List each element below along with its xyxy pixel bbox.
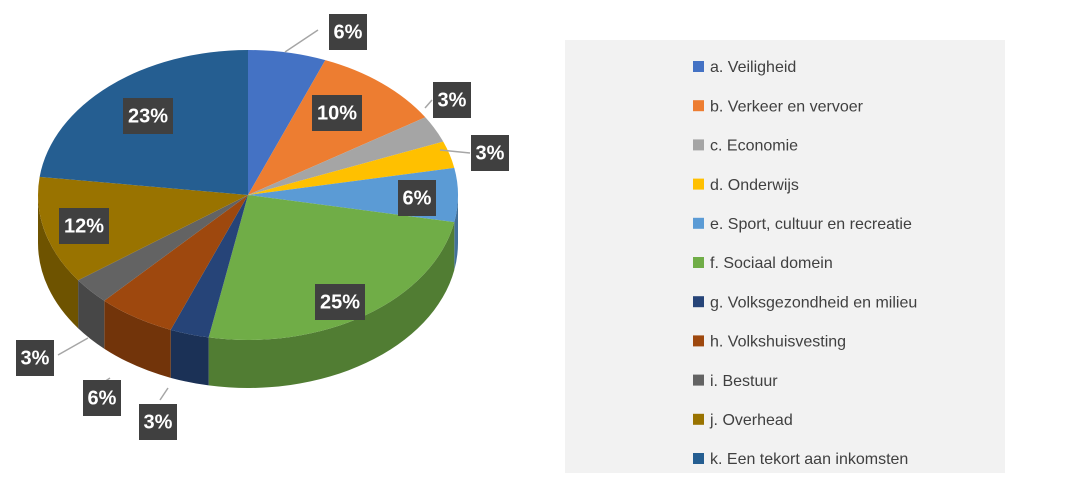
legend-label: h. Volkshuisvesting xyxy=(710,334,846,351)
slice xyxy=(248,117,444,195)
leader-line xyxy=(284,29,319,53)
slice xyxy=(248,50,326,195)
leader-line xyxy=(57,337,89,356)
slice xyxy=(38,176,249,281)
data-label: 10% xyxy=(317,102,357,124)
legend-background xyxy=(565,40,1005,473)
legend-swatch xyxy=(693,335,704,347)
leader-line xyxy=(424,99,433,109)
data-label-box xyxy=(83,380,121,416)
legend-label: k. Een tekort aan inkomsten xyxy=(710,451,908,468)
data-label: 3% xyxy=(144,411,173,433)
legend-label: j. Overhead xyxy=(709,412,793,429)
legend-label: g. Volksgezondheid en milieu xyxy=(710,294,917,311)
legend-label: d. Onderwijs xyxy=(710,177,799,194)
slice-side xyxy=(78,280,105,349)
legend-swatch xyxy=(693,217,704,229)
slice-side xyxy=(104,300,171,378)
data-label: 6% xyxy=(334,21,363,43)
legend-swatch xyxy=(693,374,704,386)
data-label: 6% xyxy=(403,187,432,209)
data-label-box xyxy=(398,180,436,216)
data-label-box xyxy=(59,208,109,244)
data-label: 12% xyxy=(64,215,104,237)
data-label-box xyxy=(123,98,173,134)
data-label-box xyxy=(139,404,177,440)
data-label-box xyxy=(16,340,54,376)
slice xyxy=(208,195,455,340)
slice-side xyxy=(454,195,458,271)
legend-label: a. Veiligheid xyxy=(710,59,796,76)
data-label: 3% xyxy=(21,347,50,369)
legend-swatch xyxy=(693,100,704,112)
legend-swatch xyxy=(693,296,704,308)
legend-label: f. Sociaal domein xyxy=(710,255,833,272)
data-label-box xyxy=(471,135,509,171)
legend-label: i. Bestuur xyxy=(710,373,778,390)
data-label: 6% xyxy=(88,387,117,409)
legend-swatch xyxy=(693,413,704,425)
slice xyxy=(248,141,455,195)
data-label: 3% xyxy=(476,142,505,164)
data-label: 25% xyxy=(320,291,360,313)
data-label-box xyxy=(315,284,365,320)
data-label-box xyxy=(329,14,367,50)
data-label: 3% xyxy=(438,89,467,111)
slice xyxy=(170,195,248,338)
slice xyxy=(78,195,248,301)
legend-swatch xyxy=(693,257,704,268)
data-label-box xyxy=(433,82,471,118)
slice-side xyxy=(208,222,455,388)
slice xyxy=(104,195,248,330)
legend-label: c. Economie xyxy=(710,138,798,155)
slice-side xyxy=(170,329,209,386)
data-label-box xyxy=(312,95,362,131)
slice-side xyxy=(38,195,79,329)
legend-swatch xyxy=(693,61,704,72)
leader-line xyxy=(439,149,471,154)
legend-swatch xyxy=(693,453,704,464)
legend-swatch xyxy=(693,139,704,151)
legend-swatch xyxy=(693,178,704,190)
data-label: 23% xyxy=(128,105,168,127)
legend-label: e. Sport, cultuur en recreatie xyxy=(710,216,912,233)
legend-label: b. Verkeer en vervoer xyxy=(710,98,864,115)
leader-line xyxy=(159,387,169,401)
